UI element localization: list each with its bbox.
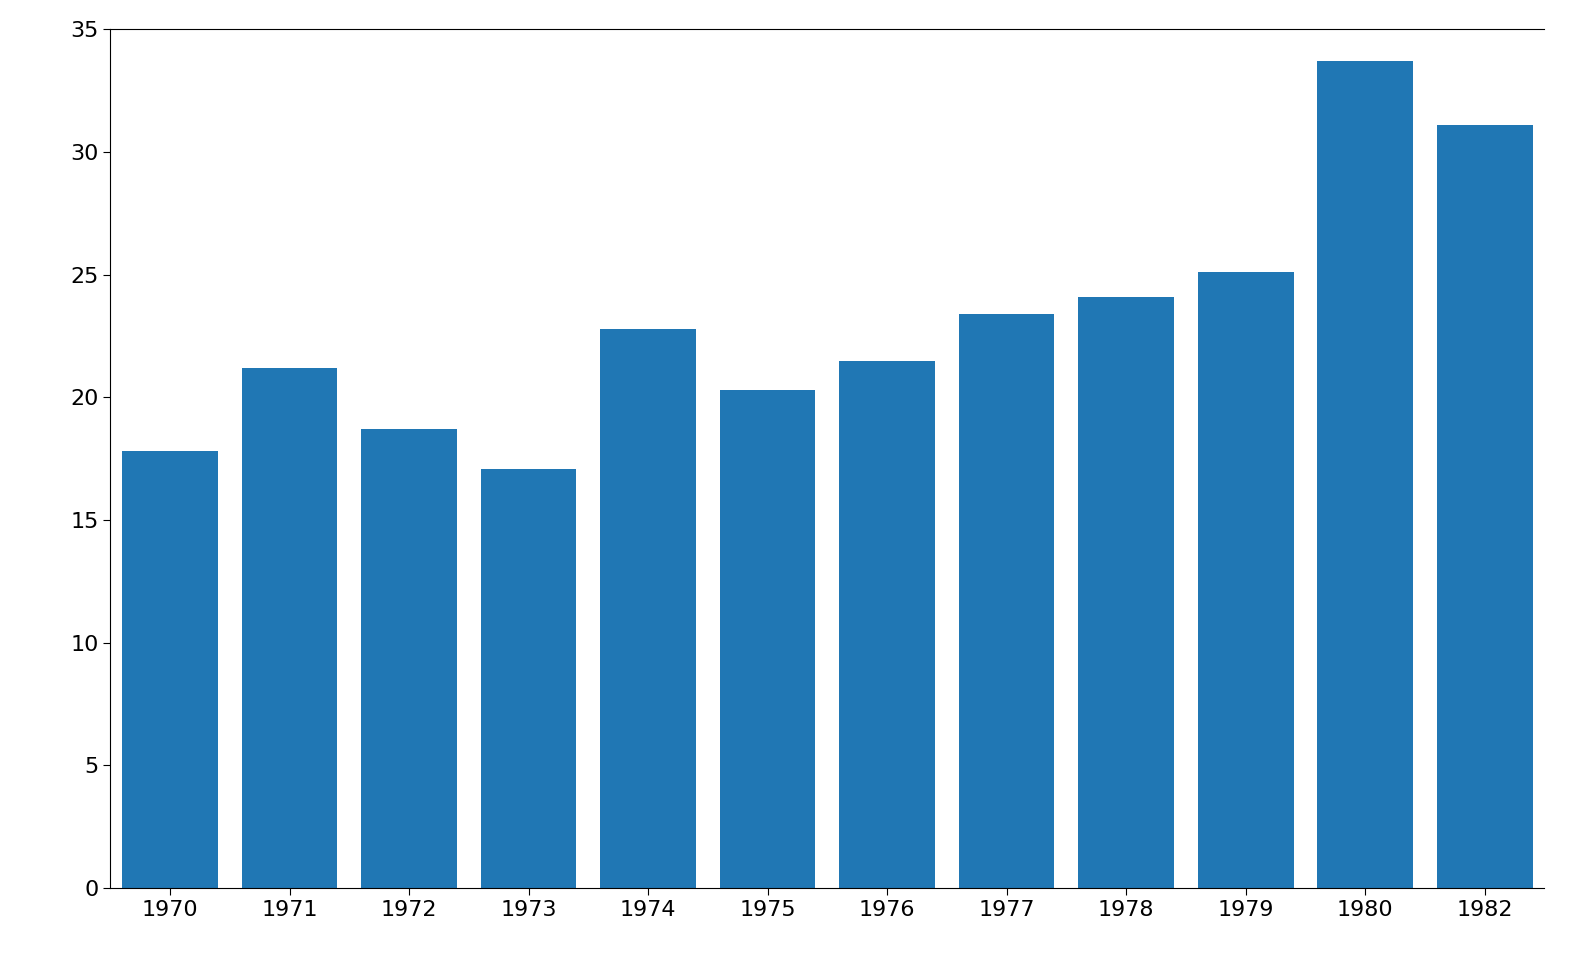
Bar [840, 360, 935, 888]
Bar [958, 314, 1054, 888]
Bar [481, 468, 577, 888]
Bar [361, 429, 457, 888]
Bar [241, 368, 337, 888]
Bar [1198, 272, 1294, 888]
Bar [1437, 125, 1532, 888]
Bar [1078, 297, 1174, 888]
Bar [123, 451, 217, 888]
Bar [1318, 61, 1414, 888]
Bar [720, 390, 815, 888]
Bar [600, 329, 697, 888]
